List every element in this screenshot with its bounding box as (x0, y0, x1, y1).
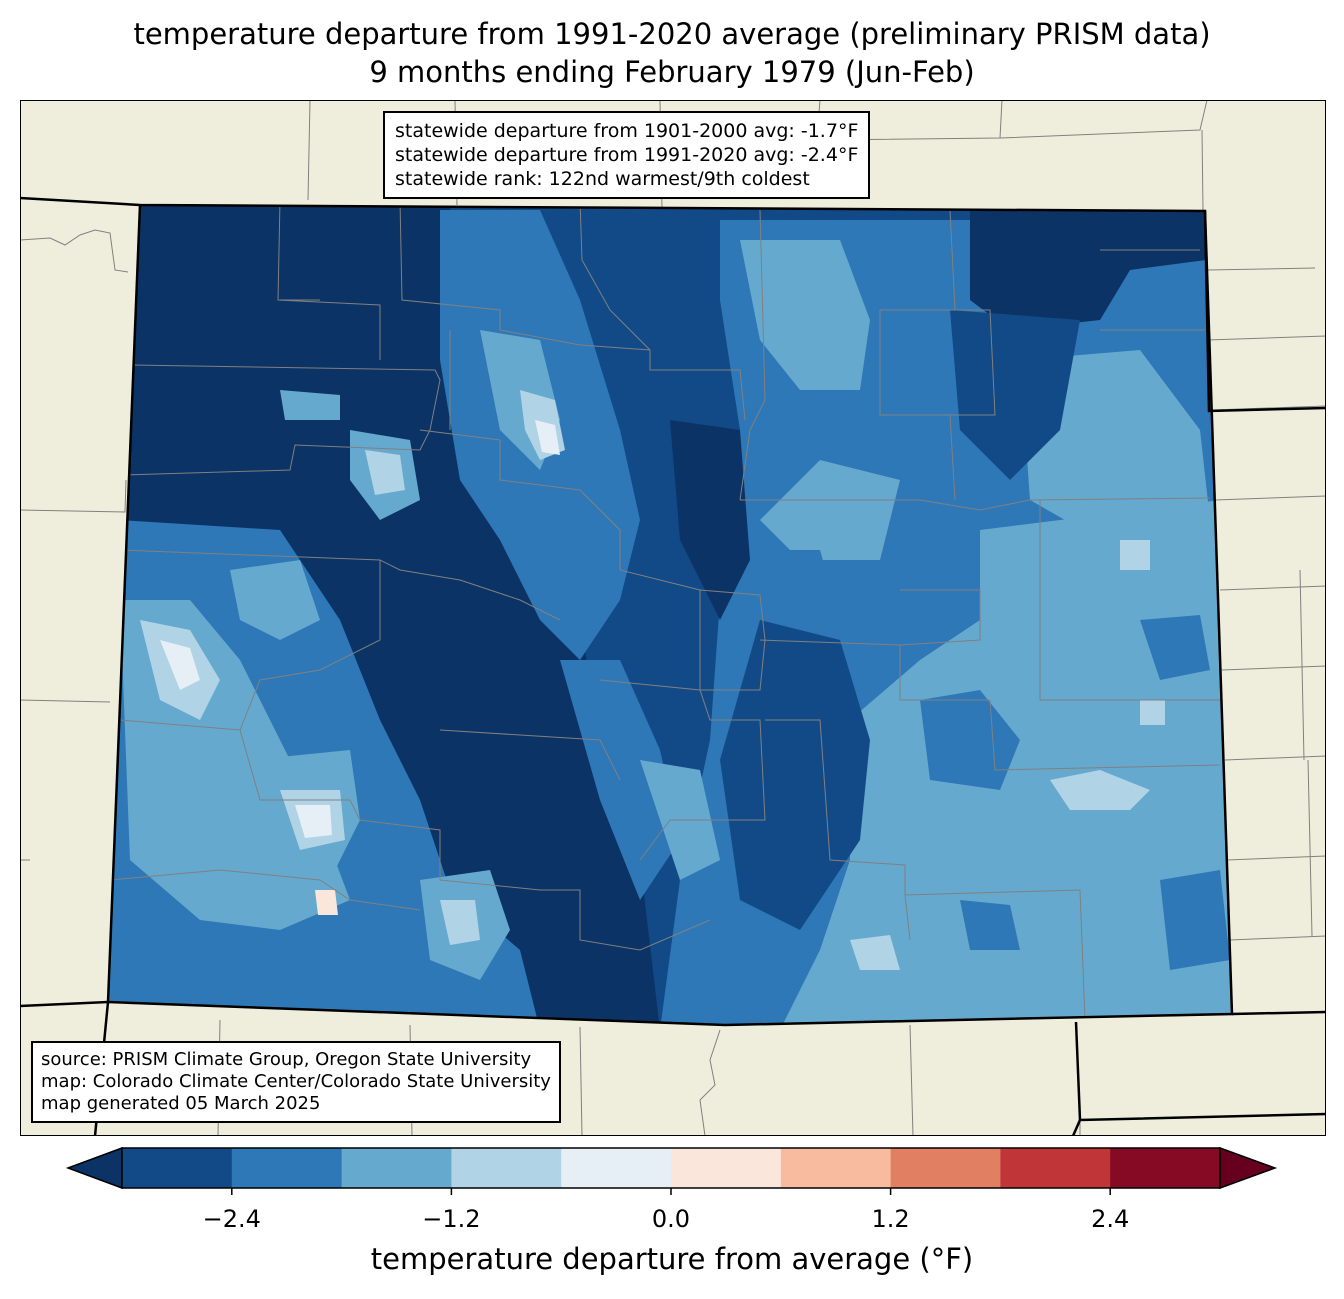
colorbar-tick-label: −1.2 (422, 1205, 481, 1233)
colorbar-segment (451, 1148, 562, 1188)
colorbar-label: temperature departure from average (°F) (370, 1242, 974, 1276)
colorado-county-lines (109, 205, 1221, 1021)
colorbar-segment (1000, 1148, 1111, 1188)
stats-line-2: statewide departure from 1991-2020 avg: … (395, 144, 859, 166)
colorado-temperature-map (20, 100, 1326, 1136)
colorbar-segment (231, 1148, 343, 1188)
colorbar-tick-label: 0.0 (651, 1205, 691, 1233)
colorbar-segment (671, 1148, 782, 1188)
source-line-3: map generated 05 March 2025 (41, 1093, 321, 1114)
colorbar-tick-label: 2.4 (1091, 1205, 1130, 1233)
colorbar-segment (890, 1148, 1001, 1188)
colorbar-tick-label: 1.2 (871, 1205, 910, 1233)
source-line-1: source: PRISM Climate Group, Oregon Stat… (41, 1049, 532, 1070)
colorbar (65, 1146, 1278, 1195)
colorbar-segment (561, 1148, 672, 1188)
stats-line-1: statewide departure from 1901-2000 avg: … (395, 120, 859, 142)
colorbar-segment (780, 1148, 892, 1188)
map-title: temperature departure from 1991-2020 ave… (133, 17, 1211, 51)
source-line-2: map: Colorado Climate Center/Colorado St… (41, 1071, 551, 1092)
colorbar-extend-high (1219, 1146, 1278, 1190)
statewide-stats-box: statewide departure from 1901-2000 avg: … (383, 111, 871, 199)
colorbar-extend-low (65, 1146, 123, 1190)
source-box: source: PRISM Climate Group, Oregon Stat… (31, 1041, 561, 1123)
colorbar-segment (1110, 1148, 1221, 1188)
map-subtitle: 9 months ending February 1979 (Jun-Feb) (369, 55, 975, 89)
stats-line-3: statewide rank: 122nd warmest/9th coldes… (395, 168, 810, 190)
state-boundaries (20, 196, 1326, 1136)
colorbar-tick-label: −2.4 (202, 1205, 261, 1233)
colorbar-segment (122, 1148, 233, 1188)
colorbar-segment (341, 1148, 452, 1188)
